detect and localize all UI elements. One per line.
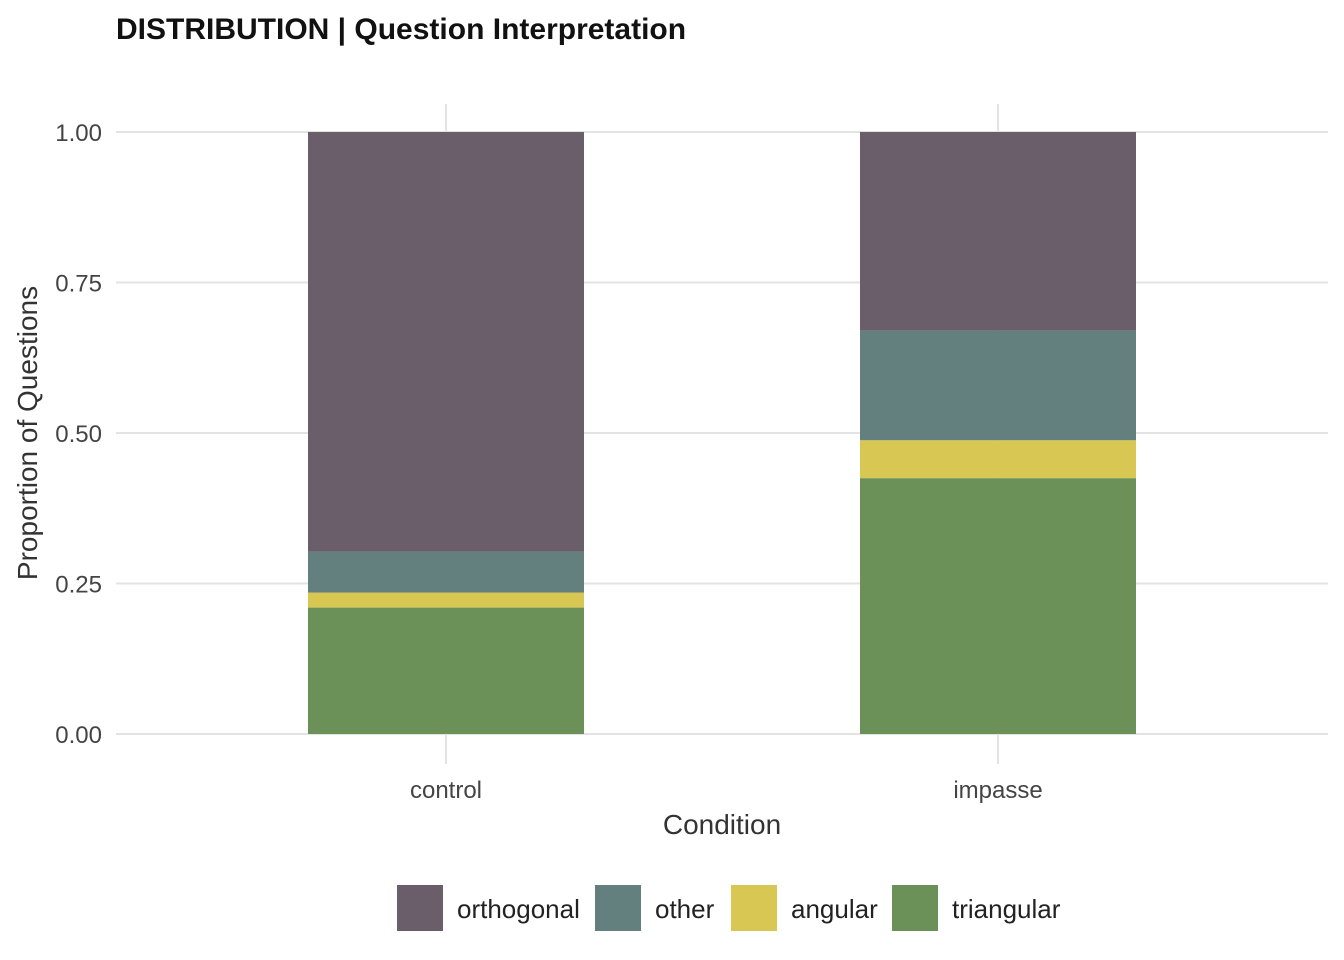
bar-segment-angular-impasse [860,440,1136,479]
legend-label-triangular: triangular [952,894,1061,924]
legend-swatch-other [595,885,641,931]
y-axis-ticks: 0.00 0.25 0.50 0.75 1.00 [55,120,102,749]
y-tick-label: 0.75 [55,271,102,298]
legend-label-angular: angular [791,894,878,924]
bar-segment-triangular-control [308,607,584,734]
x-axis-title: Condition [663,809,781,840]
bar-segment-angular-control [308,592,584,608]
bar-segment-other-impasse [860,330,1136,441]
bar-segment-orthogonal-impasse [860,132,1136,331]
bar-segment-orthogonal-control [308,132,584,552]
y-tick-label: 0.00 [55,722,102,749]
bars [308,132,1136,734]
legend-label-other: other [655,894,715,924]
legend-swatch-angular [731,885,777,931]
bar-segment-other-control [308,551,584,593]
y-tick-label: 0.25 [55,572,102,599]
bar-segment-triangular-impasse [860,478,1136,734]
y-tick-label: 0.50 [55,421,102,448]
grid [116,104,1328,764]
x-tick-label: impasse [953,777,1042,804]
x-tick-label: control [410,777,482,804]
y-axis-title: Proportion of Questions [12,286,43,580]
legend: orthogonal other angular triangular [397,885,1061,931]
chart-title: DISTRIBUTION | Question Interpretation [116,13,686,46]
legend-swatch-triangular [892,885,938,931]
x-axis-ticks: control impasse [410,777,1043,804]
legend-swatch-orthogonal [397,885,443,931]
y-tick-label: 1.00 [55,120,102,147]
legend-label-orthogonal: orthogonal [457,894,580,924]
